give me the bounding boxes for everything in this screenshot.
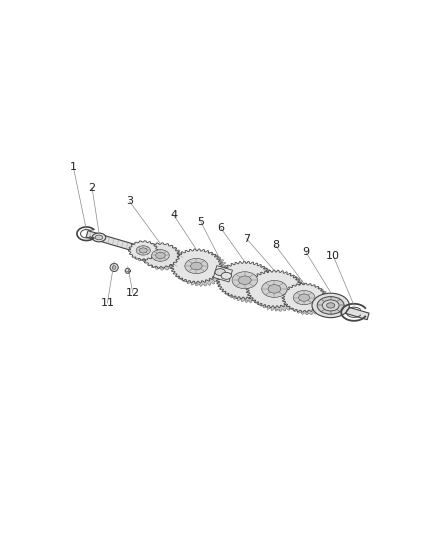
Polygon shape — [129, 241, 158, 260]
Text: 8: 8 — [272, 240, 279, 251]
Polygon shape — [216, 261, 273, 299]
Text: 3: 3 — [126, 196, 133, 206]
Polygon shape — [246, 270, 303, 308]
Ellipse shape — [139, 248, 147, 253]
Ellipse shape — [136, 246, 150, 255]
Ellipse shape — [327, 303, 335, 308]
Circle shape — [110, 263, 118, 271]
Polygon shape — [222, 265, 279, 302]
Ellipse shape — [293, 290, 315, 305]
Polygon shape — [251, 273, 308, 311]
Ellipse shape — [322, 300, 339, 311]
Text: 9: 9 — [302, 247, 310, 257]
Polygon shape — [213, 265, 233, 282]
Ellipse shape — [232, 272, 258, 289]
Polygon shape — [141, 243, 180, 268]
Ellipse shape — [185, 259, 208, 273]
Ellipse shape — [312, 293, 350, 318]
Ellipse shape — [221, 272, 232, 279]
Ellipse shape — [317, 297, 344, 314]
Text: 7: 7 — [243, 233, 250, 244]
Polygon shape — [176, 252, 227, 286]
Text: 4: 4 — [170, 210, 177, 220]
Ellipse shape — [238, 276, 251, 285]
Text: 1: 1 — [70, 163, 77, 172]
Text: 6: 6 — [218, 223, 225, 233]
Text: 2: 2 — [88, 183, 95, 193]
Ellipse shape — [92, 233, 106, 242]
Polygon shape — [170, 249, 222, 283]
Text: 12: 12 — [126, 288, 140, 298]
Ellipse shape — [215, 269, 226, 276]
Polygon shape — [282, 283, 326, 312]
Polygon shape — [86, 231, 369, 320]
Ellipse shape — [191, 262, 202, 270]
Ellipse shape — [152, 249, 169, 261]
Polygon shape — [125, 269, 131, 273]
Text: 11: 11 — [100, 298, 114, 308]
Polygon shape — [131, 243, 161, 262]
Text: 10: 10 — [326, 251, 340, 261]
Text: 5: 5 — [197, 216, 204, 227]
Ellipse shape — [155, 252, 165, 259]
Ellipse shape — [268, 285, 281, 293]
Ellipse shape — [262, 280, 287, 297]
Polygon shape — [286, 286, 331, 315]
Polygon shape — [145, 245, 183, 270]
Ellipse shape — [299, 294, 310, 301]
Circle shape — [112, 265, 116, 269]
Ellipse shape — [95, 235, 102, 240]
